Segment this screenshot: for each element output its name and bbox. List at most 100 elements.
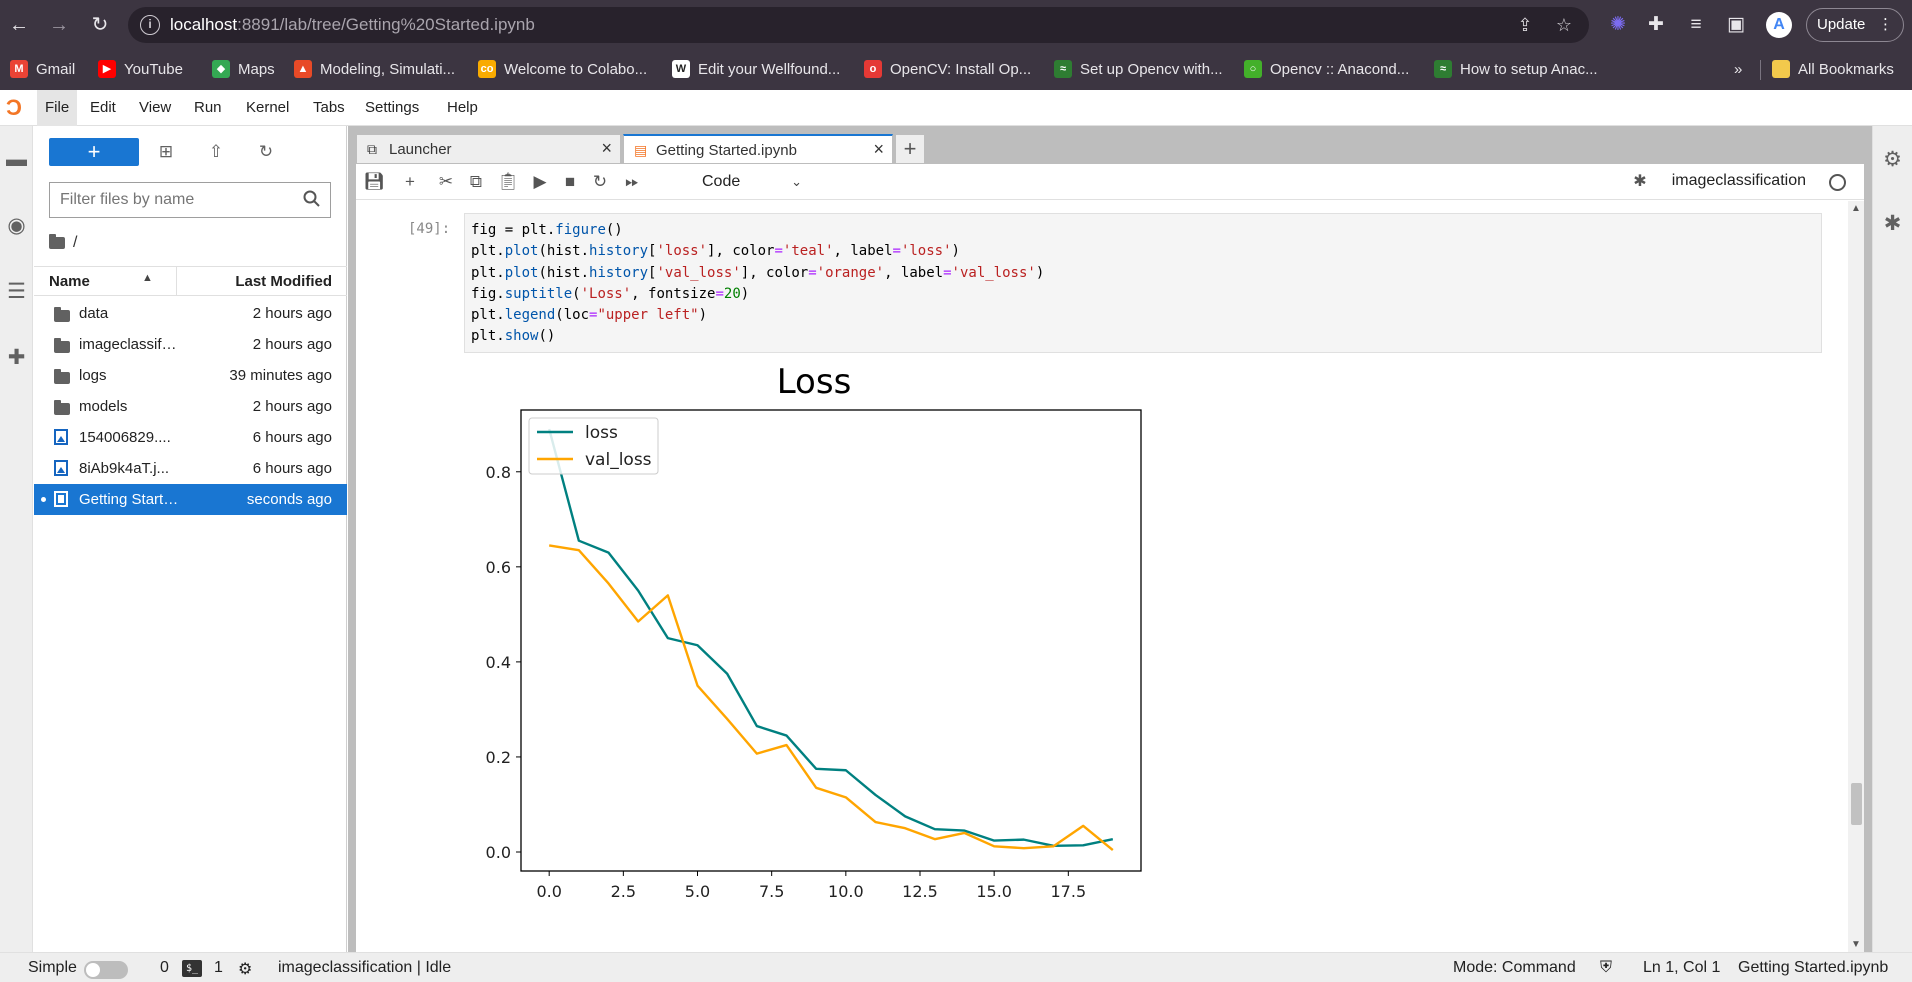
breadcrumb-root: / bbox=[73, 234, 78, 251]
menu-run[interactable]: Run bbox=[194, 99, 222, 116]
sort-up-icon[interactable]: ▲ bbox=[142, 272, 153, 284]
kernel-count[interactable]: 1 bbox=[214, 959, 223, 976]
file-row[interactable]: 154006829.... 6 hours ago bbox=[34, 422, 347, 453]
restart-icon[interactable]: ↻ bbox=[592, 172, 608, 191]
stop-icon[interactable]: ■ bbox=[564, 172, 576, 191]
scrollbar-thumb[interactable] bbox=[1851, 783, 1862, 825]
reading-list-icon[interactable]: ≡ bbox=[1690, 14, 1702, 35]
cell-type-select[interactable]: Code ⌄ bbox=[700, 170, 810, 194]
vertical-scrollbar[interactable]: ▲ ▼ bbox=[1848, 201, 1864, 952]
close-icon[interactable]: × bbox=[601, 138, 612, 158]
save-icon[interactable]: 💾︎ bbox=[363, 172, 385, 191]
cursor-position[interactable]: Ln 1, Col 1 bbox=[1643, 959, 1721, 976]
new-folder-icon[interactable]: ⊞ bbox=[158, 142, 174, 161]
new-launcher-button[interactable]: + bbox=[49, 138, 139, 166]
more-bookmarks-button[interactable]: » bbox=[1734, 60, 1743, 78]
url-host: localhost bbox=[170, 15, 238, 34]
menu-file[interactable]: File bbox=[37, 90, 78, 126]
file-row[interactable]: models 2 hours ago bbox=[34, 391, 347, 422]
menu-tabs[interactable]: Tabs bbox=[313, 99, 345, 116]
bookmark-item[interactable]: ○ Opencv :: Anacond... bbox=[1244, 58, 1409, 80]
all-bookmarks-button[interactable]: All Bookmarks bbox=[1772, 58, 1894, 80]
tab-getting-started[interactable]: ▤ Getting Started.ipynb × bbox=[623, 134, 893, 164]
folder-icon[interactable]: ▬ bbox=[6, 148, 27, 171]
running-stop-icon[interactable]: ◉ bbox=[7, 214, 26, 237]
bookmark-item[interactable]: M Gmail bbox=[10, 58, 75, 80]
close-icon[interactable]: × bbox=[873, 139, 884, 159]
bookmark-item[interactable]: ≈ How to setup Anac... bbox=[1434, 58, 1598, 80]
column-name[interactable]: Name bbox=[49, 273, 90, 290]
file-row[interactable]: Getting Started.ipynb seconds ago bbox=[34, 484, 347, 515]
star-icon[interactable]: ☆ bbox=[1555, 15, 1573, 35]
breadcrumb[interactable]: / bbox=[49, 232, 77, 254]
back-arrow-icon[interactable]: ← bbox=[9, 14, 29, 36]
bookmark-label: Set up Opencv with... bbox=[1080, 60, 1223, 78]
extension-gear-icon[interactable]: ✺ bbox=[1610, 14, 1626, 35]
terminal-count[interactable]: 0 bbox=[160, 959, 169, 976]
upload-icon[interactable]: ⇧ bbox=[208, 142, 224, 161]
column-last-modified[interactable]: Last Modified bbox=[235, 273, 332, 290]
menu-help[interactable]: Help bbox=[447, 99, 478, 116]
code-cell-editor[interactable]: fig = plt.figure() plt.plot(hist.history… bbox=[464, 213, 1822, 353]
file-row[interactable]: 8iAb9k4aT.j... 6 hours ago bbox=[34, 453, 347, 484]
debugger-bug-icon[interactable]: ✱ bbox=[1633, 173, 1647, 190]
side-panel-icon[interactable]: ▣ bbox=[1727, 14, 1745, 35]
scroll-up-icon[interactable]: ▲ bbox=[1851, 203, 1861, 214]
notebook-panel: 💾︎ + ✂ ⧉ 📋︎ ▶ ■ ↻ ⏩︎ Code ⌄ ✱ imageclassi… bbox=[356, 164, 1864, 952]
bookmark-item[interactable]: ▲ Modeling, Simulati... bbox=[294, 58, 455, 80]
file-row[interactable]: imageclassification 2 hours ago bbox=[34, 329, 347, 360]
copy-icon[interactable]: ⧉ bbox=[469, 172, 483, 191]
share-icon[interactable]: ⇪ bbox=[1517, 15, 1533, 35]
address-bar[interactable]: i localhost:8891/lab/tree/Getting%20Star… bbox=[128, 7, 1589, 43]
menu-edit[interactable]: Edit bbox=[90, 99, 116, 116]
menu-kernel[interactable]: Kernel bbox=[246, 99, 290, 116]
x-tick-label: 5.0 bbox=[685, 882, 710, 901]
filter-box bbox=[49, 182, 331, 218]
bookmark-item[interactable]: co Welcome to Colabo... bbox=[478, 58, 647, 80]
forward-arrow-icon[interactable]: → bbox=[49, 14, 69, 36]
url-text[interactable]: localhost:8891/lab/tree/Getting%20Starte… bbox=[170, 15, 535, 35]
bookmark-item[interactable]: ≈ Set up Opencv with... bbox=[1054, 58, 1223, 80]
site-info-icon[interactable]: i bbox=[140, 15, 160, 35]
extensions-puzzle-icon[interactable]: ✚ bbox=[1648, 14, 1664, 35]
more-menu-icon[interactable]: ⋮ bbox=[1878, 16, 1893, 33]
refresh-icon[interactable]: ↻ bbox=[258, 142, 274, 161]
reload-icon[interactable]: ↻ bbox=[91, 14, 109, 36]
scroll-down-icon[interactable]: ▼ bbox=[1851, 939, 1861, 950]
file-modified: 6 hours ago bbox=[252, 429, 332, 446]
file-row[interactable]: logs 39 minutes ago bbox=[34, 360, 347, 391]
update-button[interactable]: Update ⋮ bbox=[1806, 8, 1904, 42]
file-row[interactable]: data 2 hours ago bbox=[34, 298, 347, 329]
file-name: logs bbox=[79, 367, 107, 384]
paste-icon[interactable]: 📋︎ bbox=[497, 172, 519, 191]
menu-view[interactable]: View bbox=[139, 99, 172, 116]
debugger-bug-icon[interactable]: ✱ bbox=[1883, 212, 1902, 235]
menu-settings[interactable]: Settings bbox=[365, 99, 420, 116]
bookmark-favicon-icon: ≈ bbox=[1054, 60, 1072, 78]
property-inspector-gear-icon[interactable]: ⚙ bbox=[1883, 148, 1902, 171]
trusted-shield-icon[interactable]: ⛨ bbox=[1600, 959, 1613, 976]
x-tick-label: 12.5 bbox=[902, 882, 938, 901]
bookmark-label: Opencv :: Anacond... bbox=[1270, 60, 1410, 78]
simple-mode-toggle[interactable] bbox=[84, 961, 128, 979]
extension-puzzle-icon[interactable]: ✚ bbox=[7, 346, 26, 369]
bookmark-item[interactable]: ▶ YouTube bbox=[98, 58, 183, 80]
filter-input[interactable] bbox=[50, 183, 290, 217]
code-text[interactable]: fig = plt.figure() plt.plot(hist.history… bbox=[471, 222, 1045, 345]
insert-cell-icon[interactable]: + bbox=[405, 172, 415, 191]
bookmark-item[interactable]: ◆ Maps bbox=[212, 58, 275, 80]
run-icon[interactable]: ▶ bbox=[533, 172, 547, 191]
run-all-icon[interactable]: ⏩︎ bbox=[625, 172, 639, 191]
cut-icon[interactable]: ✂ bbox=[438, 172, 454, 191]
kernel-name[interactable]: imageclassification bbox=[1671, 172, 1806, 189]
bookmark-item[interactable]: W Edit your Wellfound... bbox=[672, 58, 840, 80]
toc-list-icon[interactable]: ☰ bbox=[7, 280, 26, 303]
notebook-content[interactable]: [49]: fig = plt.figure() plt.plot(hist.h… bbox=[356, 201, 1864, 952]
profile-avatar[interactable]: A bbox=[1766, 12, 1792, 38]
tab-launcher[interactable]: ⧉ Launcher × bbox=[356, 134, 621, 164]
jupyter-logo-icon: Ͻ bbox=[6, 95, 22, 120]
kernel-status[interactable]: imageclassification | Idle bbox=[278, 959, 452, 976]
bookmark-item[interactable]: o OpenCV: Install Op... bbox=[864, 58, 1031, 80]
folder-icon bbox=[54, 400, 70, 419]
add-tab-button[interactable]: + bbox=[896, 135, 924, 163]
